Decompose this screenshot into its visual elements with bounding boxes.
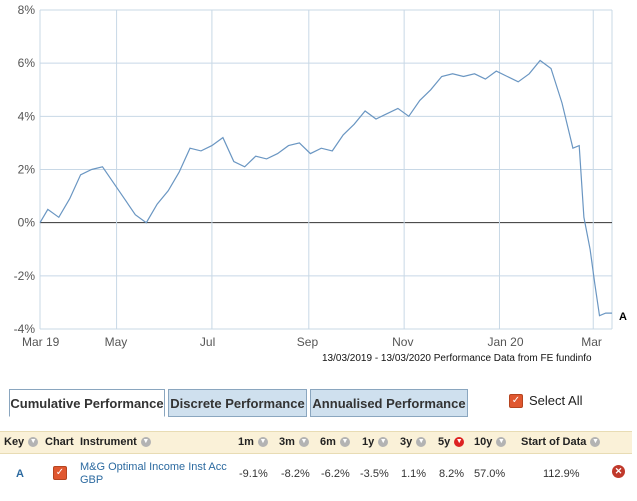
checkbox-checked-icon[interactable]: ✓ <box>53 466 67 480</box>
y-tick-label: 0% <box>18 216 36 230</box>
sort-chevron-icon: ▼ <box>298 437 309 448</box>
header-3m[interactable]: 3m ▼ <box>279 436 309 448</box>
instrument-link[interactable]: M&G Optimal Income Inst Acc GBP <box>80 461 227 487</box>
header-key[interactable]: Key ▼ <box>4 436 39 448</box>
sort-chevron-icon: ▼ <box>140 437 151 448</box>
sort-chevron-icon: ▼ <box>416 437 427 448</box>
x-tick-label: Jan 20 <box>487 335 523 349</box>
row-chart-toggle[interactable]: ✓ <box>53 466 67 480</box>
series-key-label: A <box>619 311 627 323</box>
x-tick-label: Jul <box>200 335 215 349</box>
table-row: A ✓ M&G Optimal Income Inst Acc GBP -9.1… <box>0 454 632 492</box>
row-key: A <box>16 468 24 480</box>
sort-chevron-icon: ▼ <box>590 437 601 448</box>
remove-x-icon[interactable]: ✕ <box>612 465 625 478</box>
value-10y: 57.0% <box>474 468 506 480</box>
header-instrument[interactable]: Instrument ▼ <box>80 436 151 448</box>
value-6m: -6.2% <box>321 468 350 480</box>
header-start-of-data[interactable]: Start of Data ▼ <box>521 436 601 448</box>
checkbox-checked-icon[interactable]: ✓ <box>509 393 523 408</box>
y-tick-label: -2% <box>14 269 36 283</box>
chart-grid <box>39 9 613 330</box>
tab-discrete-performance[interactable]: Discrete Performance <box>168 389 307 417</box>
x-tick-label: May <box>105 335 128 349</box>
y-tick-label: -4% <box>14 322 36 336</box>
value-3m: -8.2% <box>281 468 310 480</box>
x-tick-label: Mar <box>581 335 602 349</box>
y-axis-ticks: 8% 6% 4% 2% 0% -2% -4% <box>14 3 36 336</box>
header-6m[interactable]: 6m ▼ <box>320 436 350 448</box>
y-tick-label: 6% <box>18 56 36 70</box>
header-1y[interactable]: 1y ▼ <box>362 436 389 448</box>
header-3y[interactable]: 3y ▼ <box>400 436 427 448</box>
instrument-name-line2[interactable]: GBP <box>80 474 104 486</box>
sort-chevron-icon: ▼ <box>257 437 268 448</box>
sort-chevron-icon: ▼ <box>378 437 389 448</box>
instrument-name-line1[interactable]: M&G Optimal Income Inst Acc <box>80 461 227 473</box>
performance-chart: 8% 6% 4% 2% 0% -2% -4% Mar 19 May Jul Sep Nov Jan 2… <box>14 3 627 349</box>
table-header: Key ▼ Chart Instrument ▼ 1m ▼ 3m ▼ 6m ▼ 1y ▼ 3… <box>0 431 632 454</box>
select-all-toggle[interactable]: ✓ Select All <box>509 393 582 408</box>
header-10y[interactable]: 10y ▼ <box>474 436 507 448</box>
value-1y: -3.5% <box>360 468 389 480</box>
value-5y: 8.2% <box>439 468 465 480</box>
header-1m[interactable]: 1m ▼ <box>238 436 268 448</box>
x-tick-label: Nov <box>392 335 413 349</box>
y-tick-label: 4% <box>18 109 36 123</box>
sort-chevron-icon: ▼ <box>28 437 39 448</box>
sort-chevron-icon: ▼ <box>496 437 507 448</box>
tab-cumulative-performance[interactable]: Cumulative Performance <box>9 389 165 417</box>
x-axis-ticks: Mar 19 May Jul Sep Nov Jan 20 Mar <box>22 335 602 349</box>
y-tick-label: 8% <box>18 3 36 17</box>
x-tick-label: Sep <box>297 335 319 349</box>
value-3y: 1.1% <box>401 468 427 480</box>
header-5y[interactable]: 5y ▼ <box>438 436 465 448</box>
sort-active-icon: ▼ <box>454 437 465 448</box>
tab-annualised-performance[interactable]: Annualised Performance <box>310 389 468 417</box>
performance-data-note: 13/03/2019 - 13/03/2020 Performance Data… <box>322 353 592 364</box>
sort-chevron-icon: ▼ <box>339 437 350 448</box>
header-chart[interactable]: Chart <box>45 436 74 448</box>
y-tick-label: 2% <box>18 163 36 177</box>
series-line-a <box>39 59 612 317</box>
value-start-of-data: 112.9% <box>543 468 580 480</box>
x-tick-label: Mar 19 <box>22 335 60 349</box>
select-all-label: Select All <box>529 393 583 408</box>
value-1m: -9.1% <box>239 468 268 480</box>
